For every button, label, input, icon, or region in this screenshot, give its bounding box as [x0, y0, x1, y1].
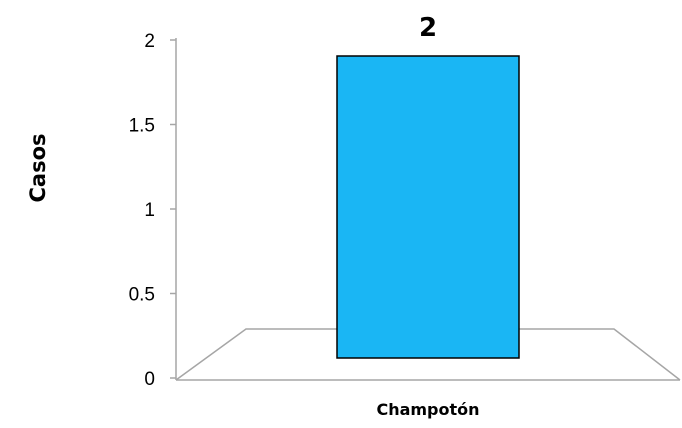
y-tick-label: 1.5: [129, 116, 155, 137]
bar-champotón: [336, 55, 520, 359]
x-tick-label: Champotón: [376, 400, 479, 419]
x-axis-labels: Champotón: [376, 400, 479, 419]
y-axis-title: Casos: [26, 133, 50, 202]
y-axis-ticks: 0 0.5 1 1.5 2: [129, 31, 176, 390]
bars: 2: [336, 13, 520, 359]
y-tick-label: 2: [144, 31, 155, 52]
y-tick-label: 1: [144, 200, 155, 221]
y-tick-label: 0.5: [129, 285, 155, 306]
data-label: 2: [419, 13, 437, 43]
y-tick-label: 0: [144, 369, 155, 390]
